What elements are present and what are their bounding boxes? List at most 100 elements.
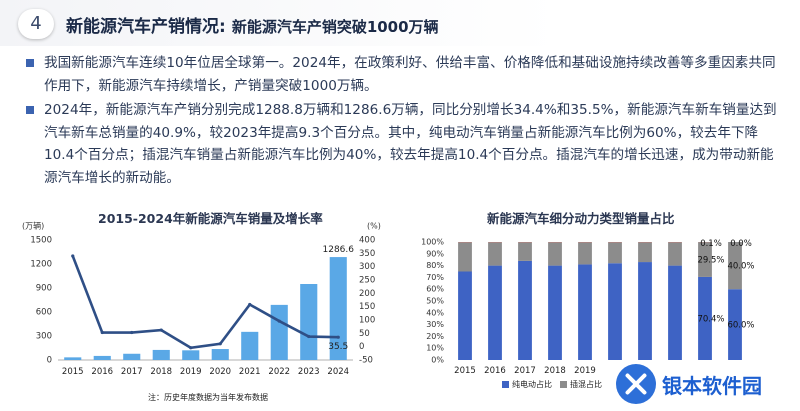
chart2-x-tick-label: 2015 — [454, 366, 476, 376]
chart2-bar-segment — [608, 263, 622, 360]
chart1-right-tick-label: 300 — [359, 262, 375, 272]
chart2-bar-segment — [458, 271, 472, 360]
bullet-text-1: 我国新能源汽车连续10年位居全球第一。2024年，在政策利好、供给丰富、价格降低… — [44, 55, 776, 94]
chart1-growth-line — [71, 255, 339, 350]
chart1-growth-point — [189, 346, 193, 350]
page-title: 新能源汽车产销情况: 新能源汽车产销突破1000万辆 — [66, 12, 439, 37]
chart2-bar-segment — [488, 242, 502, 266]
chart1-left-tick-label: 900 — [36, 284, 52, 294]
chart2-bar-segment — [668, 242, 682, 266]
chart2-bar-segment — [728, 242, 742, 290]
chart2-powertrain-share: 0% 10% 20% 30% 40% 50% 60% 70% 80% 90% 100% 2015 201… — [421, 238, 754, 390]
chart2-y-tick-label: 100% — [421, 238, 444, 247]
chart1-left-tick-label: 600 — [36, 308, 52, 318]
chart1-right-tick-label: -50 — [359, 356, 373, 366]
watermark: 银本软件园 — [616, 362, 796, 406]
chart2-bar-segment — [488, 265, 502, 360]
chart1-growth-point — [130, 330, 134, 335]
chart1-x-tick-label: 2020 — [209, 367, 231, 377]
chart1-growth-point — [336, 335, 340, 339]
bullet-item-1: 我国新能源汽车连续10年位居全球第一。2024年，在政策利好、供给丰富、价格降低… — [26, 52, 786, 97]
chart1-bar — [241, 331, 259, 360]
chart2-bar-segment — [548, 265, 562, 360]
chart1-x-tick-label: 2023 — [298, 367, 320, 377]
chart1-right-tick-label: 0 — [359, 342, 364, 352]
chart2-x-tick-label: 2017 — [514, 366, 536, 376]
chart1-x-tick-label: 2016 — [91, 367, 113, 377]
chart2-bar-segment — [638, 262, 652, 360]
watermark-logo-icon — [616, 364, 656, 404]
title-main: 新能源汽车产销情况: — [66, 17, 226, 37]
chart1-x-tick-label: 2024 — [327, 367, 349, 377]
chart1-left-tick-label: 0 — [47, 356, 52, 366]
chart1-x-tick-label: 2018 — [150, 367, 172, 377]
bullet-square-icon — [26, 59, 34, 67]
chart1-left-tick-label: 1500 — [30, 236, 52, 246]
chart1-line-data-label: 35.5 — [328, 342, 348, 352]
chart2-bottom-data-label: 60.0% — [727, 321, 754, 331]
bullet-item-2: 2024年，新能源汽车产销分别完成1288.8万辆和1286.6万辆，同比分别增… — [26, 99, 786, 189]
chart1-right-tick-label: 200 — [359, 289, 375, 299]
chart2-bottom-data-label: 70.4% — [697, 314, 724, 324]
bullet-square-icon — [26, 106, 34, 114]
chart1-growth-point — [248, 302, 252, 307]
chart2-y-tick-label: 60% — [426, 285, 444, 294]
chart2-legend-swatch-phev — [560, 381, 567, 388]
chart1-x-tick-label: 2019 — [180, 367, 202, 377]
chart1-right-tick-label: 150 — [359, 302, 375, 312]
chart1-bar — [123, 353, 141, 360]
chart2-y-tick-label: 70% — [426, 273, 444, 282]
chart2-bar-segment — [698, 276, 712, 360]
chart2-legend-label-phev: 插混占比 — [570, 379, 602, 389]
chart1-bar — [93, 355, 111, 360]
chart2-bar-segment — [608, 242, 622, 264]
chart1-bar — [64, 357, 82, 360]
bullet-text-2: 2024年，新能源汽车产销分别完成1288.8万辆和1286.6万辆，同比分别增… — [44, 102, 777, 186]
chart1-right-tick-label: 350 — [359, 249, 375, 259]
chart2-y-tick-label: 50% — [426, 297, 444, 306]
chart2-y-tick-label: 30% — [426, 320, 444, 329]
chart1-sales-growth: (万辆) (%) 0 300 600 900 1200 1500 -50 0 50 100 150 200… — [22, 221, 381, 403]
chart1-growth-point — [159, 328, 163, 332]
chart1-bar — [270, 304, 288, 360]
section-number-badge: 4 — [18, 9, 54, 39]
chart2-y-tick-label: 80% — [426, 261, 444, 270]
header-band — [0, 0, 800, 46]
chart1-bar — [152, 349, 170, 360]
chart1-growth-point — [218, 342, 222, 346]
chart1-left-tick-label: 1200 — [30, 260, 52, 270]
chart1-right-unit: (%) — [367, 222, 381, 231]
chart1-growth-point — [307, 334, 311, 339]
chart2-x-tick-label: 2016 — [484, 366, 506, 376]
chart1-bar-data-label: 1286.6 — [323, 245, 355, 255]
chart1-bar — [211, 349, 229, 360]
chart2-bar-segment — [638, 242, 652, 263]
chart1-left-unit: (万辆) — [22, 221, 44, 231]
chart2-top-data-label: 0.0% — [730, 239, 752, 249]
chart1-x-tick-label: 2015 — [62, 367, 84, 377]
chart1-bar — [300, 284, 318, 360]
chart2-bar-segment — [578, 242, 592, 265]
chart2-x-tick-label: 2018 — [544, 366, 566, 376]
bullet-list: 我国新能源汽车连续10年位居全球第一。2024年，在政策利好、供给丰富、价格降低… — [26, 52, 786, 191]
chart2-bar-segment — [698, 242, 712, 277]
chart2-x-tick-label: 2019 — [574, 366, 596, 376]
chart2-title: 新能源汽车细分动力类型销量占比 — [487, 211, 675, 226]
chart1-growth-point — [277, 319, 281, 323]
chart1-footnote: 注：历史年度数据为当年发布数据 — [148, 392, 268, 402]
chart2-middle-data-label: 29.5% — [697, 256, 724, 266]
chart2-legend-label-bev: 纯电动占比 — [512, 379, 552, 389]
chart1-x-tick-label: 2022 — [268, 367, 290, 377]
chart1-bar — [182, 350, 200, 360]
chart1-right-tick-label: 100 — [359, 316, 375, 326]
chart1-title: 2015-2024年新能源汽车销量及增长率 — [98, 211, 323, 226]
chart1-right-tick-label: 250 — [359, 276, 375, 286]
chart2-bar-segment — [548, 242, 562, 266]
chart2-bar-segment — [518, 260, 532, 360]
chart1-growth-point — [100, 330, 104, 335]
chart2-y-tick-label: 10% — [426, 344, 444, 353]
chart1-right-tick-label: 400 — [359, 236, 375, 246]
chart1-left-tick-label: 300 — [36, 332, 52, 342]
chart2-y-tick-label: 20% — [426, 332, 444, 341]
chart2-bar-segment — [578, 264, 592, 360]
